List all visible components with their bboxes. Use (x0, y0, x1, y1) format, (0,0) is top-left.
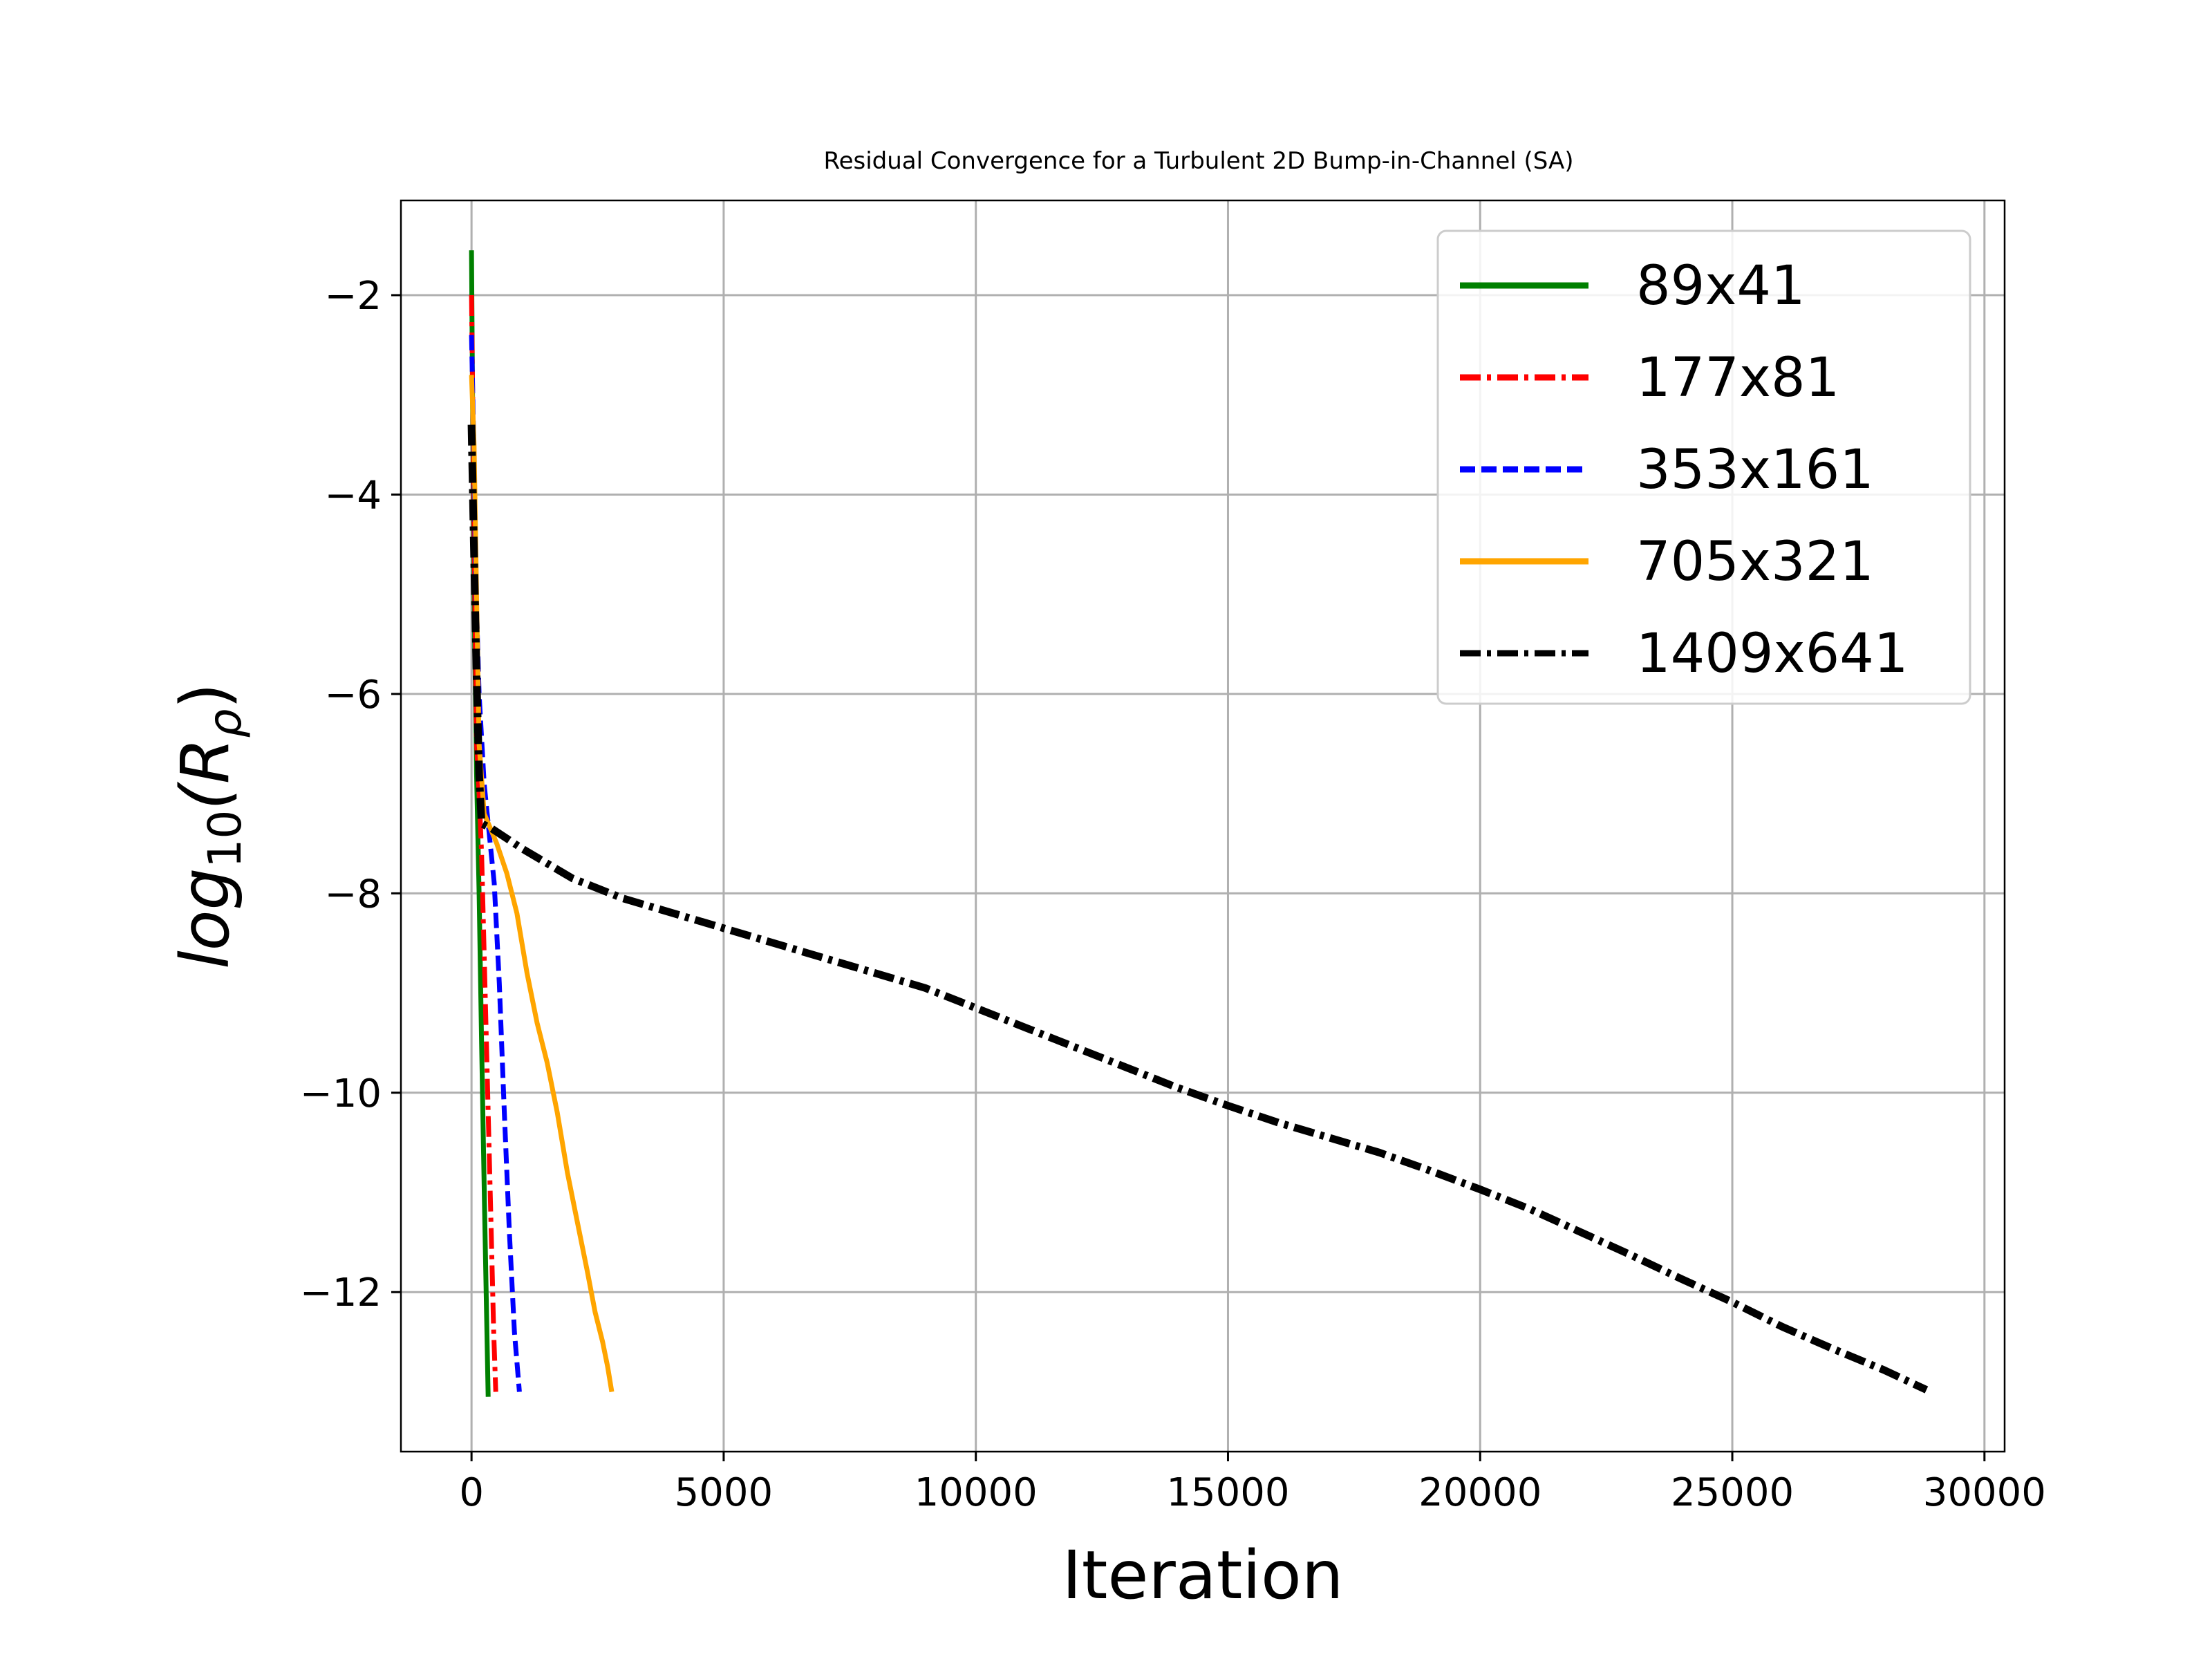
legend-label-1409x641: 1409x641 (1636, 623, 1909, 685)
x-tick-label: 5000 (675, 1470, 774, 1515)
y-axis-label: log10(Rρ) (167, 683, 252, 969)
y-axis-label-end: ) (167, 683, 244, 709)
legend-label-705x321: 705x321 (1636, 531, 1874, 593)
x-tick-label: 20000 (1418, 1470, 1541, 1515)
x-tick-label: 30000 (1923, 1470, 2046, 1515)
y-axis-label-sub1: 10 (198, 810, 252, 868)
y-tick-label: −8 (324, 872, 382, 917)
y-tick-label: −6 (324, 673, 382, 718)
x-tick-label: 0 (459, 1470, 484, 1515)
x-tick-label: 25000 (1671, 1470, 1794, 1515)
plot-frame (400, 199, 2006, 1453)
y-tick-label: −4 (324, 473, 382, 518)
series-layer (467, 250, 1929, 1397)
x-tick-label: 10000 (915, 1470, 1038, 1515)
ticks: 0 5000 10000 15000 20000 25000 30000 −2 −4 −6 −8 −1… (300, 274, 2046, 1515)
y-axis-label-base: log (167, 868, 244, 969)
legend: 89x41 177x81 353x161 705x321 1409x641 (1436, 229, 1971, 705)
x-tick-label: 15000 (1166, 1470, 1289, 1515)
legend-label-89x41: 89x41 (1636, 255, 1806, 317)
y-tick-label: −2 (324, 274, 382, 319)
chart-title: Residual Convergence for a Turbulent 2D … (823, 147, 1573, 175)
legend-label-353x161: 353x161 (1636, 439, 1874, 501)
series-line-1409x641 (467, 424, 1929, 1394)
y-axis-label-sub2: ρ (198, 709, 252, 738)
x-axis-label: Iteration (1062, 1537, 1343, 1614)
legend-box (1436, 229, 1971, 705)
y-axis-label-mid: (R (167, 738, 244, 809)
y-tick-label: −10 (300, 1071, 382, 1116)
legend-label-177x81: 177x81 (1636, 347, 1839, 409)
y-tick-label: −12 (300, 1271, 382, 1315)
